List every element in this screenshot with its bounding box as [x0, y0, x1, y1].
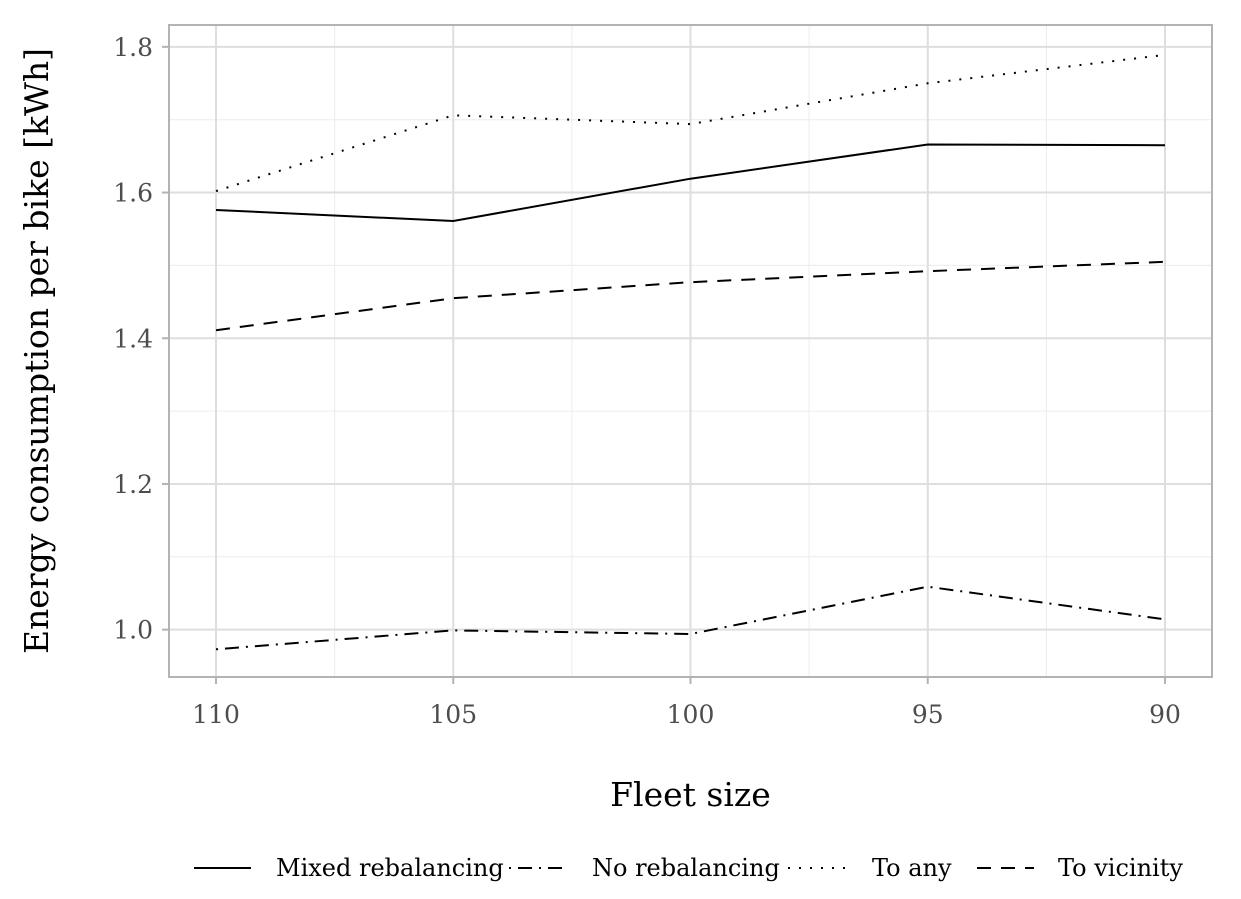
- x-tick-label: 105: [429, 700, 477, 729]
- x-tick-label: 95: [912, 700, 944, 729]
- x-tick-label: 110: [192, 700, 240, 729]
- y-tick-label: 1.6: [113, 179, 153, 208]
- legend-label-to-vicinity: To vicinity: [1058, 854, 1183, 882]
- legend: Mixed rebalancing No rebalancing To any To …: [194, 854, 1183, 882]
- x-axis-ticks: 110 105 100 95 90: [192, 677, 1181, 729]
- series-line-to-any: [215, 53, 1166, 193]
- series-line-mixed-rebalancing: [215, 143, 1166, 223]
- y-tick-label: 1.4: [113, 324, 153, 353]
- y-tick-label: 1.8: [113, 33, 153, 62]
- y-tick-label: 1.2: [113, 470, 153, 499]
- y-axis-ticks: 1.0 1.2 1.4 1.6 1.8: [113, 33, 169, 645]
- x-axis-title: Fleet size: [610, 775, 771, 814]
- grid-lines: [169, 25, 1212, 677]
- legend-label-mixed-rebalancing: Mixed rebalancing: [276, 854, 504, 882]
- y-axis-title: Energy consumption per bike [kWh]: [17, 48, 56, 654]
- legend-label-to-any: To any: [872, 854, 952, 882]
- legend-label-no-rebalancing: No rebalancing: [592, 854, 780, 882]
- series-line-to-vicinity: [215, 260, 1166, 332]
- series-line-no-rebalancing: [215, 585, 1166, 651]
- x-tick-label: 100: [667, 700, 715, 729]
- series-lines: [215, 53, 1166, 651]
- y-tick-label: 1.0: [113, 616, 153, 645]
- x-tick-label: 90: [1149, 700, 1181, 729]
